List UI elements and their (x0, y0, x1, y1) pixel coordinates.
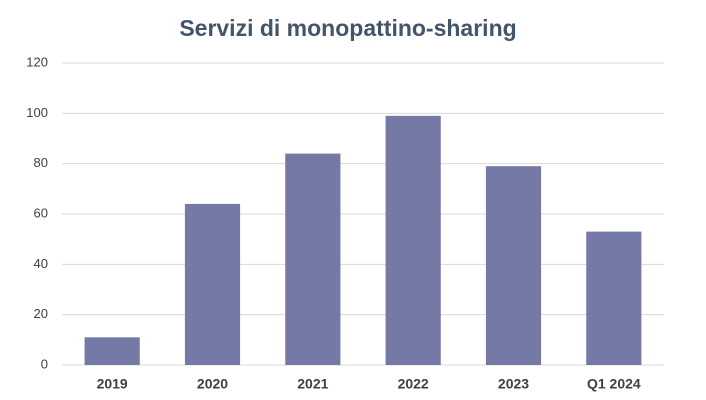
bar (485, 166, 542, 365)
x-tick-label: 2023 (498, 376, 529, 392)
x-tick-label: 2020 (197, 376, 228, 392)
chart-title: Servizi di monopattino-sharing (179, 15, 516, 41)
y-tick-label: 0 (41, 356, 48, 371)
bar (285, 153, 341, 365)
x-tick-label: Q1 2024 (587, 376, 641, 392)
bar (385, 115, 441, 365)
y-tick-label: 60 (34, 205, 48, 220)
bar (586, 231, 642, 365)
y-tick-label: 40 (34, 256, 48, 271)
bar (184, 203, 241, 365)
x-tick-label: 2019 (97, 376, 128, 392)
x-tick-label: 2021 (297, 376, 328, 392)
bar (84, 337, 140, 365)
y-tick-label: 120 (26, 54, 48, 69)
y-tick-label: 80 (34, 155, 48, 170)
y-tick-label: 100 (26, 105, 48, 120)
x-tick-label: 2022 (398, 376, 429, 392)
y-tick-label: 20 (34, 306, 48, 321)
